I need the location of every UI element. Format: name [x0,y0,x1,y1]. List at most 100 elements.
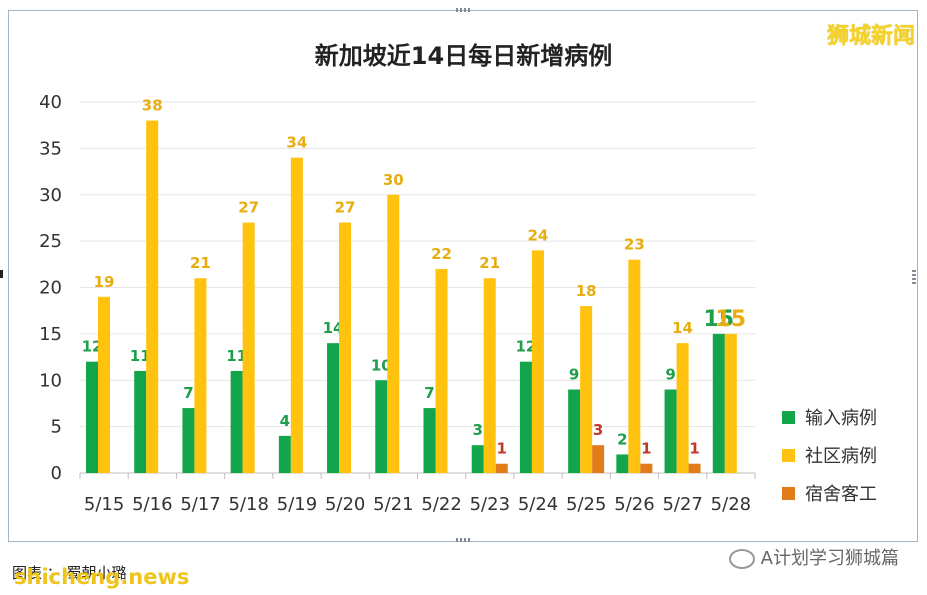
x-tick-label: 5/17 [180,494,220,515]
y-tick-label: 40 [39,92,62,113]
bar-import [616,454,629,473]
bar-import [375,380,388,473]
bar-dorm [592,445,605,473]
y-tick-label: 20 [39,278,62,299]
data-label-import: 12 [515,338,536,356]
data-label-dorm: 1 [689,440,699,458]
bar-community [387,194,400,473]
chart-legend: 输入病例 社区病例 宿舍客工 [782,398,877,512]
data-label-import: 3 [472,421,482,439]
y-tick-label: 35 [39,138,62,159]
bar-community [435,268,448,473]
bar-import [134,370,147,473]
footer-site: shicheng.news [14,565,190,589]
bar-community [676,343,689,473]
bar-community [580,306,593,473]
bar-import [664,389,677,473]
resize-handle-top[interactable] [456,8,470,12]
x-tick-label: 5/16 [132,494,172,515]
legend-swatch-dorm [782,486,795,500]
x-tick-label: 5/21 [373,494,413,515]
x-tick-label: 5/20 [325,494,365,515]
data-label-community: 21 [479,254,500,272]
bar-import [278,435,291,473]
bar-dorm [495,463,508,473]
bar-import [712,333,725,473]
bar-import [471,445,484,473]
legend-label-import: 输入病例 [805,408,877,429]
legend-label-community: 社区病例 [805,446,877,467]
legend-item-community: 社区病例 [782,436,877,474]
x-tick-label: 5/19 [277,494,317,515]
resize-handle-bottom[interactable] [456,538,470,542]
x-tick-label: 5/18 [229,494,269,515]
y-tick-label: 0 [51,463,62,484]
data-label-community: 27 [335,199,356,217]
resize-handle-left[interactable] [0,270,3,278]
data-label-community: 22 [431,245,452,263]
data-label-community: 19 [94,273,115,291]
bar-dorm [688,463,701,473]
footer-caption: 图表 ： 蜀朝小璐 [12,564,127,582]
data-label-dorm: 1 [496,440,506,458]
chart-title: 新加坡近14日每日新增病例 [314,42,613,70]
bar-community [290,157,303,473]
data-label-community: 15 [715,307,746,332]
bar-import [519,361,532,473]
legend-item-dorm: 宿舍客工 [782,474,877,512]
x-tick-label: 5/26 [614,494,654,515]
wechat-icon [728,549,755,569]
bar-community [339,222,352,473]
data-label-dorm: 3 [593,421,603,439]
bar-community [531,250,544,473]
data-label-import: 9 [665,366,675,384]
legend-swatch-import [782,410,795,424]
footer-wechat: A计划学习狮城篇 [728,544,899,570]
data-label-community: 27 [238,199,259,217]
data-label-dorm: 1 [641,440,651,458]
y-tick-label: 10 [39,370,62,391]
bar-community [194,278,207,473]
x-tick-label: 5/22 [421,494,461,515]
bar-import [568,389,581,473]
data-label-community: 21 [190,254,211,272]
bar-dorm [640,463,653,473]
data-label-community: 38 [142,97,163,115]
y-tick-label: 25 [39,231,62,252]
x-tick-label: 5/28 [711,494,751,515]
bar-import [230,370,243,473]
data-label-import: 12 [82,338,103,356]
data-label-import: 7 [183,384,193,402]
x-tick-label: 5/24 [518,494,558,515]
y-tick-label: 5 [51,417,62,438]
bar-import [182,408,195,473]
bar-import [327,343,340,473]
resize-handle-right[interactable] [912,270,916,284]
data-label-import: 7 [424,384,434,402]
data-label-community: 23 [624,236,645,254]
bar-community [98,296,110,473]
data-label-import: 10 [371,356,392,374]
data-label-import: 11 [226,347,247,365]
data-label-import: 9 [569,366,579,384]
x-tick-label: 5/23 [470,494,510,515]
data-label-community: 34 [286,134,307,152]
legend-label-dorm: 宿舍客工 [805,484,877,505]
bar-community [483,278,496,473]
data-label-import: 4 [280,412,290,430]
data-label-import: 2 [617,430,627,448]
x-tick-label: 5/15 [84,494,124,515]
y-tick-label: 30 [39,185,62,206]
legend-swatch-community [782,448,795,462]
data-label-community: 18 [576,282,597,300]
footer-wechat-label: A计划学习狮城篇 [760,548,899,569]
bar-community [146,120,159,474]
data-label-import: 14 [323,319,344,337]
data-label-import: 11 [130,347,151,365]
bar-import [86,361,98,473]
bar-import [423,408,436,473]
data-label-community: 30 [383,171,404,189]
x-tick-label: 5/25 [566,494,606,515]
data-label-community: 24 [527,226,548,244]
